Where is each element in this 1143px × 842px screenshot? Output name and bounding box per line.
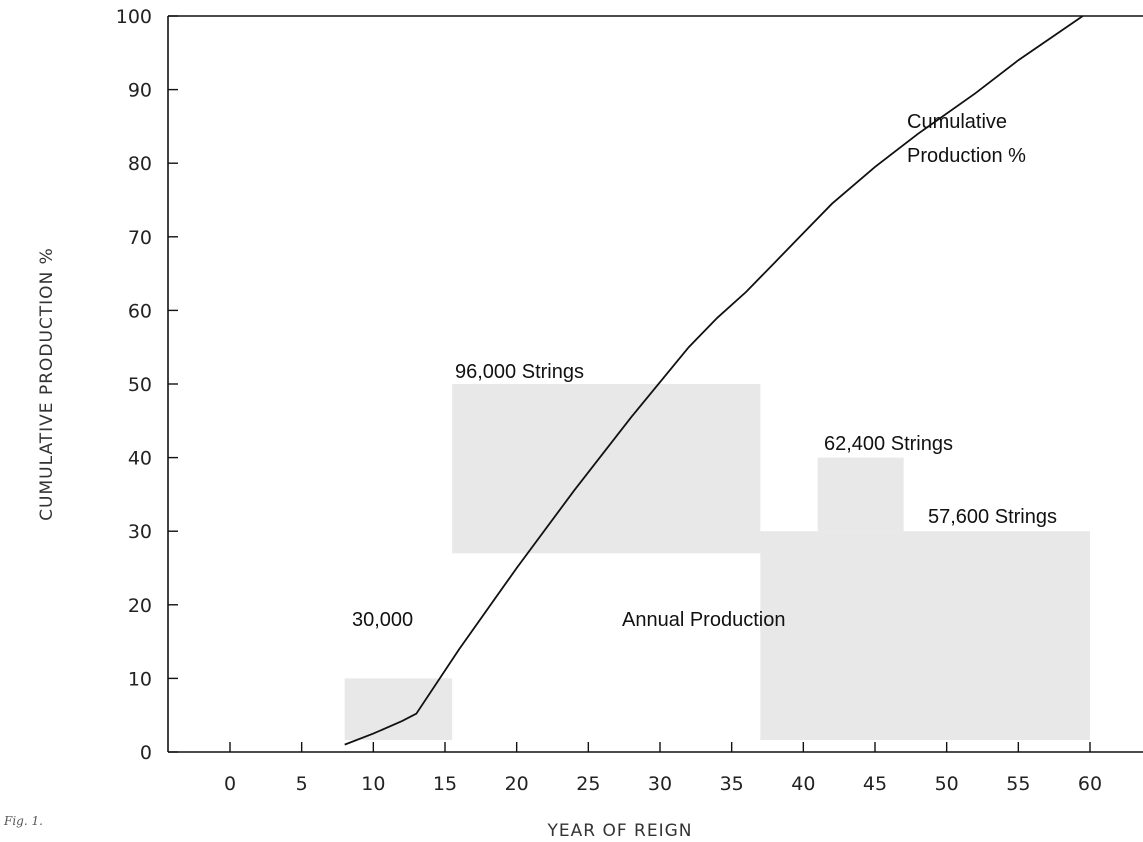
y-tick-label: 90 [128,80,152,102]
x-tick-label: 5 [296,773,308,795]
x-axis-title: YEAR OF REIGN [547,821,693,841]
x-tick-label: 0 [224,773,236,795]
block-label-30000: 30,000 [352,609,413,631]
curve-label-line1: Cumulative Production % [907,111,1026,167]
x-tick-label: 35 [720,773,744,795]
annual-production-block [760,531,1090,740]
y-tick-label: 30 [128,521,152,543]
annual-production-block [344,678,453,740]
x-tick-label: 10 [361,773,385,795]
y-tick-label: 40 [128,448,152,470]
curve-label-word1: Cumulative [907,111,1007,133]
y-axis-title: CUMULATIVE PRODUCTION % [37,247,57,521]
annual-production-block [452,384,761,554]
y-tick-label: 0 [140,742,152,764]
annual-production-block [817,457,904,532]
annual-production-bars [344,384,1090,740]
x-tick-label: 25 [576,773,600,795]
curve-label-word2: Production % [907,145,1026,167]
y-tick-label: 20 [128,595,152,617]
block-label-96000: 96,000 Strings [455,361,584,383]
x-tick-label: 50 [935,773,959,795]
block-label-62400: 62,400 Strings [824,433,953,455]
ticks: 0 5 10 15 20 25 30 35 40 45 50 55 60 0 10 20 30 40 50 60 70 8… [116,6,1102,795]
y-tick-label: 80 [128,153,152,175]
cumulative-production-line [344,15,1084,746]
x-tick-label: 55 [1006,773,1030,795]
x-tick-label: 15 [433,773,457,795]
annual-production-label: Annual Production [622,609,785,631]
y-tick-label: 10 [128,668,152,690]
y-tick-label: 100 [116,6,152,28]
x-tick-label: 20 [505,773,529,795]
figure-label: Fig. 1. [3,814,43,828]
x-tick-label: 40 [791,773,815,795]
x-tick-label: 30 [648,773,672,795]
y-tick-label: 60 [128,300,152,322]
y-tick-label: 50 [128,374,152,396]
x-tick-label: 60 [1078,773,1102,795]
y-tick-label: 70 [128,227,152,249]
x-tick-label: 45 [863,773,887,795]
block-label-57600: 57,600 Strings [928,506,1057,528]
